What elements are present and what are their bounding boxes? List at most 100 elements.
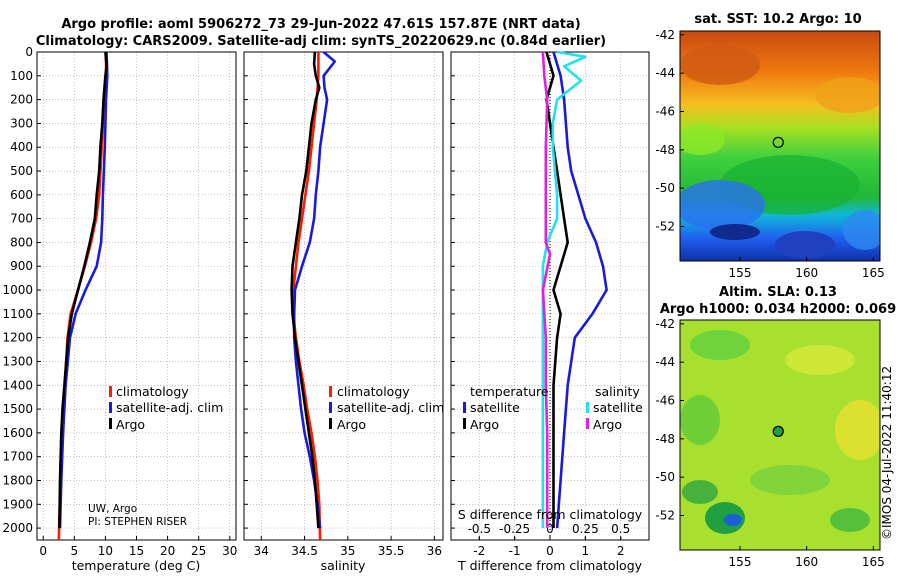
y-tick-label: 300	[10, 116, 33, 130]
legend-label-t-argo: Argo	[470, 417, 499, 432]
sla-patch	[680, 395, 720, 445]
sst-map-title: sat. SST: 10.2 Argo: 10	[694, 12, 861, 27]
map-x-tick-label: 160	[795, 555, 818, 569]
map-x-tick-label: 155	[729, 266, 752, 280]
map-y-tick-label: -46	[655, 105, 675, 119]
series-argo	[58, 51, 108, 529]
series-salinity-satellite	[541, 50, 587, 529]
top-x-tick-label: -0.5	[468, 522, 491, 536]
map-y-tick-label: -44	[655, 66, 675, 80]
x-tick-label: 2	[617, 544, 625, 558]
y-tick-label: 1600	[2, 426, 33, 440]
sla-map-title-line2: Argo h1000: 0.034 h2000: 0.069	[660, 302, 896, 317]
sst-warm-patch	[815, 77, 880, 113]
legend-label-t-satellite: satellite	[470, 400, 520, 415]
credit-line1: UW, Argo	[88, 503, 137, 515]
y-tick-label: 400	[10, 140, 33, 154]
sla-map-title-line1: Altim. SLA: 0.13	[719, 285, 837, 300]
x-tick-label: 20	[160, 544, 175, 558]
series-temperature-satellite	[552, 51, 608, 529]
legend-swatch-t-satellite	[463, 402, 466, 413]
legend-swatch-climatology	[109, 386, 112, 397]
sla-patch	[830, 508, 870, 532]
argo-location-marker	[772, 136, 784, 148]
legend-label-argo: Argo	[337, 417, 366, 432]
y-tick-label: 0	[25, 45, 33, 59]
sst-cold-patch	[843, 210, 880, 250]
map-x-tick-label: 160	[795, 266, 818, 280]
sst-warm-patch	[680, 45, 760, 85]
y-tick-label: 600	[10, 188, 33, 202]
y-tick-label: 700	[10, 212, 33, 226]
salinity-panel: 34 34.5 35 35.5 36 salinity climatology sate…	[243, 51, 444, 573]
legend-swatch-s-satellite	[586, 402, 589, 413]
x-tick-label: 35.5	[378, 544, 405, 558]
sst-cold-patch	[710, 224, 760, 240]
legend-label-climatology: climatology	[337, 384, 410, 399]
x-tick-label: 0	[39, 544, 47, 558]
salinity-legend: climatology satellite-adj. clim Argo	[329, 384, 444, 432]
temperature-diff-legend: temperature satellite Argo	[463, 384, 549, 432]
legend-title-salinity: salinity	[595, 384, 640, 399]
x-tick-label: 34	[254, 544, 269, 558]
t-difference-xlabel: T difference from climatology	[457, 558, 643, 573]
figure-title-line2: Climatology: CARS2009. Satellite-adj cli…	[36, 34, 606, 49]
sst-map: sat. SST: 10.2 Argo: 10 155 160 165 -42 -44 -…	[655, 12, 884, 280]
sla-low-core	[724, 514, 742, 526]
map-y-tick-label: -42	[655, 28, 675, 42]
imos-stamp: ©IMOS 04-Jul-2022 11:40:12	[880, 366, 894, 540]
argo-location-marker	[772, 425, 784, 437]
sla-patch	[785, 345, 855, 375]
x-tick-label: 36	[427, 544, 442, 558]
series-temperature-argo	[545, 51, 570, 529]
sla-map: Altim. SLA: 0.13 Argo h1000: 0.034 h2000…	[655, 285, 896, 569]
credit-line2: PI: STEPHEN RISER	[88, 516, 187, 528]
y-tick-label: 200	[10, 93, 33, 107]
x-tick-label: 35	[340, 544, 355, 558]
x-tick-label: -1	[509, 544, 521, 558]
top-x-tick-label: 0	[546, 522, 554, 536]
sla-patch	[835, 400, 880, 460]
y-tick-label: 1800	[2, 473, 33, 487]
legend-swatch-t-argo	[463, 418, 466, 429]
x-tick-label: 15	[129, 544, 144, 558]
map-y-tick-label: -50	[655, 181, 675, 195]
y-tick-label: 900	[10, 259, 33, 273]
sst-cold-patch	[680, 180, 765, 230]
sla-patch	[750, 465, 830, 495]
map-x-tick-label: 165	[862, 555, 885, 569]
figure-title-line1: Argo profile: aoml 5906272_73 29-Jun-202…	[61, 17, 580, 32]
legend-swatch-satellite	[329, 402, 332, 413]
y-tick-label: 800	[10, 235, 33, 249]
legend-swatch-argo	[109, 418, 112, 429]
sst-cold-patch	[775, 231, 835, 259]
s-difference-label: S difference from climatology	[458, 507, 643, 522]
map-y-tick-label: -48	[655, 143, 675, 157]
legend-label-s-satellite: satellite	[593, 400, 643, 415]
y-tick-label: 100	[10, 69, 33, 83]
y-tick-label: 1400	[2, 378, 33, 392]
legend-swatch-s-argo	[586, 418, 589, 429]
temperature-legend: climatology satellite-adj. clim Argo	[109, 384, 223, 432]
y-tick-label: 1700	[2, 450, 33, 464]
x-tick-label: 25	[191, 544, 206, 558]
series-satellite-adj-clim	[292, 51, 337, 529]
x-tick-label: 10	[98, 544, 113, 558]
top-x-tick-label: -0.25	[499, 522, 530, 536]
top-x-tick-label: 0.5	[611, 522, 630, 536]
series-satellite-adj-clim	[58, 51, 109, 529]
legend-label-argo: Argo	[116, 417, 145, 432]
legend-swatch-climatology	[329, 386, 332, 397]
difference-panel: -2 -1 0 1 2 -0.5 -0.25 0 0.25 0.5 S difference f…	[450, 50, 650, 573]
y-tick-label: 1100	[2, 307, 33, 321]
legend-label-climatology: climatology	[116, 384, 189, 399]
x-tick-label: -2	[473, 544, 485, 558]
salinity-diff-legend: salinity satellite Argo	[586, 384, 643, 432]
sst-mid-patch	[680, 125, 725, 155]
series-argo	[290, 51, 321, 529]
series-climatology	[291, 52, 322, 541]
x-tick-label: 34.5	[291, 544, 318, 558]
legend-swatch-satellite	[109, 402, 112, 413]
legend-title-temperature: temperature	[470, 384, 549, 399]
